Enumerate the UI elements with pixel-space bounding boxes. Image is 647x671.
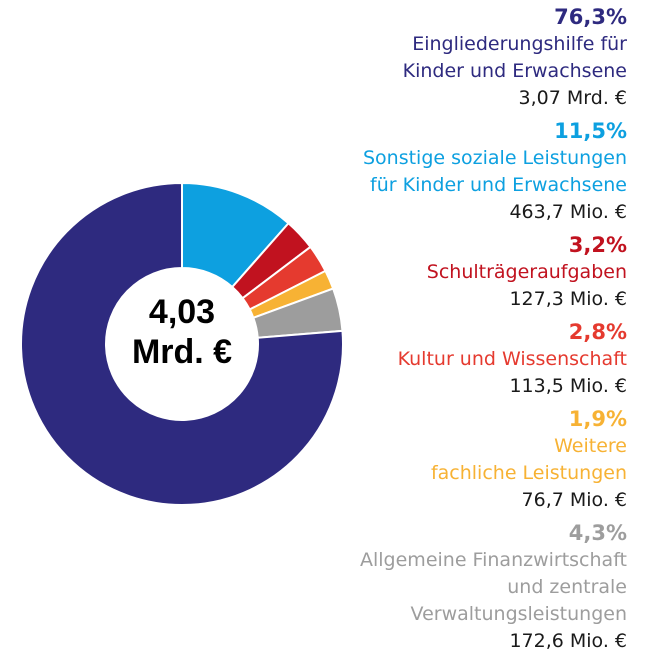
legend-percent: 2,8% [568,320,627,344]
donut-slice-0 [20,181,344,506]
legend-amount: 76,7 Mio. € [521,489,627,511]
legend-label: Kinder und Erwachsene [402,60,627,82]
legend-entry-5: 4,3% Allgemeine Finanzwirtschaft und zentr… [297,520,627,655]
legend-amount: 113,5 Mio. € [509,375,627,397]
legend-label: Eingliederungshilfe für [412,33,627,55]
legend-percent: 1,9% [568,407,627,431]
legend-entry-3: 2,8% Kultur und Wissenschaft 113,5 Mio. € [297,319,627,400]
donut-chart [20,181,344,506]
legend-label: Allgemeine Finanzwirtschaft [360,549,627,571]
legend-amount: 127,3 Mio. € [509,288,627,310]
legend-percent: 3,2% [568,233,627,257]
legend-amount: 172,6 Mio. € [509,630,627,652]
legend: 76,3% Eingliederungshilfe für Kinder und E… [297,4,627,655]
legend-amount: 3,07 Mrd. € [518,87,627,109]
legend-entry-4: 1,9% Weitere fachliche Leistungen 76,7 Mio.… [297,406,627,514]
legend-label: Schulträgeraufgaben [426,261,627,283]
legend-entry-1: 11,5% Sonstige soziale Leistungen für Kind… [297,118,627,226]
legend-entry-0: 76,3% Eingliederungshilfe für Kinder und E… [297,4,627,112]
center-total-unit: Mrd. € [131,333,233,371]
legend-amount: 463,7 Mio. € [509,201,627,223]
legend-label: Weitere [554,435,627,457]
legend-percent: 4,3% [568,521,627,545]
donut-slices [20,181,344,506]
legend-label: Kultur und Wissenschaft [397,348,627,370]
legend-label: Sonstige soziale Leistungen [362,147,627,169]
legend-percent: 11,5% [554,119,627,143]
center-total-value: 4,03 [148,293,216,331]
legend-percent: 76,3% [554,5,627,29]
legend-entry-2: 3,2% Schulträgeraufgaben 127,3 Mio. € [297,232,627,313]
legend-label: fachliche Leistungen [430,462,627,484]
legend-label: und zentrale Verwaltungsleistungen [410,576,627,625]
legend-label: für Kinder und Erwachsene [370,174,627,196]
